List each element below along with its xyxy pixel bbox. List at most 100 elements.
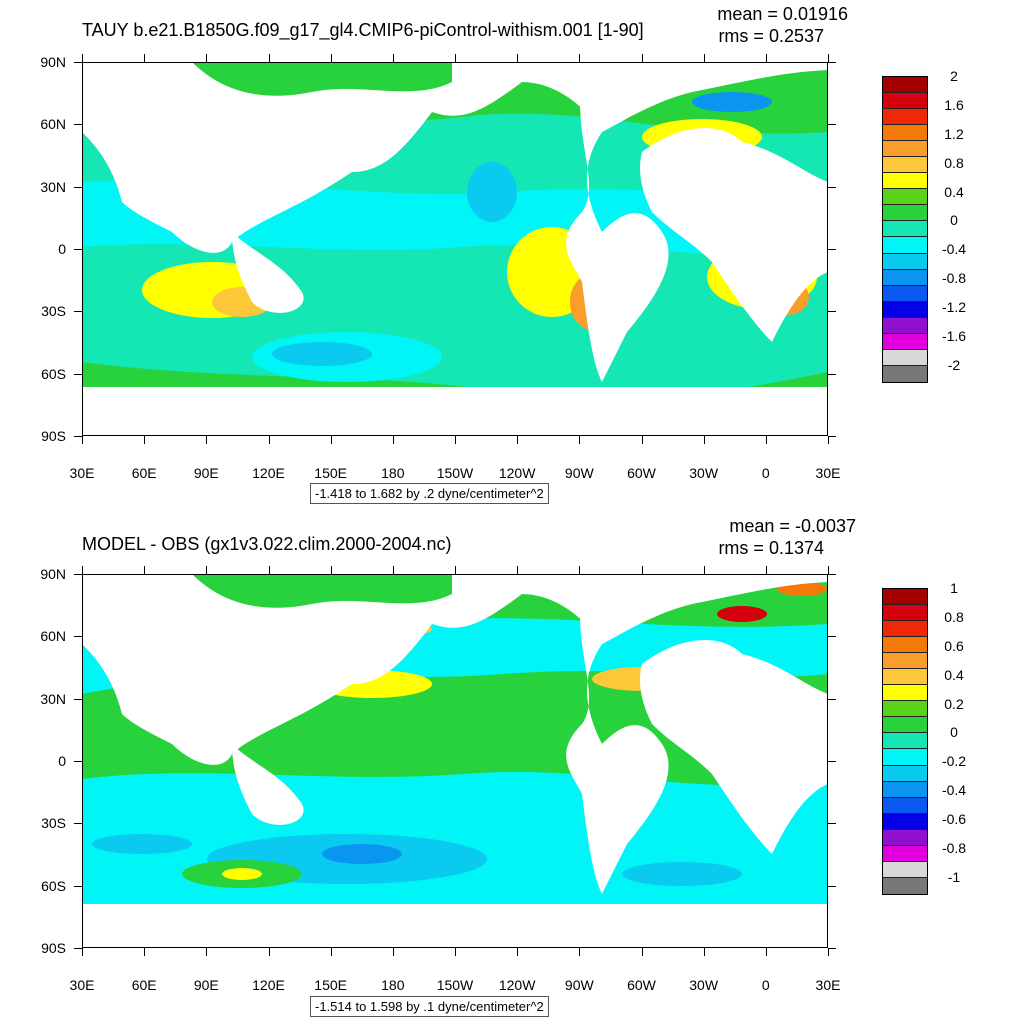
colorbar-swatch — [883, 285, 927, 302]
lon-tick — [144, 54, 146, 62]
colorbar-label: -1.2 — [941, 299, 967, 316]
lat-tick — [74, 574, 82, 575]
lon-tick — [641, 54, 643, 62]
lat-label: 90N — [40, 566, 66, 582]
colorbar-swatch — [883, 141, 927, 158]
lon-tick — [206, 54, 208, 62]
colorbar-swatch — [883, 189, 927, 206]
colorbar-swatch — [883, 605, 927, 622]
colorbar-swatch — [883, 637, 927, 654]
lat-tick — [828, 885, 836, 887]
lat-tick — [74, 436, 82, 437]
lon-tick — [703, 436, 705, 444]
lat-label: 0 — [58, 753, 66, 769]
lat-tick — [828, 311, 836, 313]
lon-label: 0 — [761, 977, 770, 993]
lat-tick — [74, 124, 82, 126]
colorbar-swatch — [883, 205, 927, 222]
lon-tick — [765, 436, 767, 444]
lat-tick — [828, 761, 836, 762]
lon-tick — [517, 436, 519, 444]
colorbar-swatch — [883, 77, 927, 94]
lon-label: 60W — [627, 977, 656, 993]
panel-2-map — [82, 574, 828, 948]
colorbar-label: -1.6 — [941, 328, 967, 344]
lon-tick — [455, 54, 456, 62]
lon-tick — [268, 436, 270, 444]
lat-tick — [828, 636, 836, 638]
lon-tick — [765, 54, 767, 62]
panel-1-colorbar — [882, 76, 928, 383]
colorbar-label: -0.2 — [941, 753, 967, 770]
lon-tick — [82, 948, 83, 956]
lat-tick — [74, 62, 82, 63]
lon-tick — [455, 566, 456, 574]
colorbar-swatch — [883, 589, 927, 606]
panel-2-title: MODEL - OBS (gx1v3.022.clim.2000-2004.nc… — [82, 534, 452, 554]
colorbar-swatch — [883, 93, 927, 110]
colorbar-label: 0 — [950, 212, 958, 229]
lon-label: 60E — [131, 977, 157, 993]
colorbar-label: 2 — [950, 68, 958, 84]
lat-label: 30S — [41, 303, 66, 320]
lon-tick — [579, 948, 581, 956]
map2-land — [82, 574, 828, 948]
colorbar-swatch — [883, 173, 927, 190]
lon-label: 90W — [564, 465, 594, 481]
lat-label: 60S — [41, 877, 66, 894]
lon-label: 120W — [498, 465, 536, 481]
colorbar-label: 0.6 — [944, 637, 964, 654]
lon-tick — [82, 566, 83, 574]
colorbar-swatch — [883, 861, 927, 878]
lat-tick — [828, 823, 836, 825]
lat-label: 90S — [41, 940, 66, 956]
lon-label: 30E — [69, 465, 95, 481]
lon-label: 150E — [314, 465, 347, 481]
colorbar-swatch — [883, 109, 927, 126]
panel-2-frame — [82, 574, 828, 948]
panel-1-mean: mean = 0.01916 — [717, 4, 848, 24]
lon-label: 90E — [193, 977, 219, 993]
colorbar-swatch — [883, 253, 927, 270]
panel-1-map — [82, 62, 828, 436]
colorbar-swatch — [883, 365, 927, 382]
colorbar-swatch — [883, 877, 927, 894]
panel-2-colorbar — [882, 588, 928, 895]
lat-label: 0 — [58, 241, 66, 257]
lat-tick — [828, 574, 836, 575]
colorbar-swatch — [883, 685, 927, 702]
lon-tick — [828, 948, 829, 956]
lon-label: 90E — [193, 465, 219, 481]
lon-tick — [392, 54, 394, 62]
lon-label: 150E — [314, 977, 347, 993]
lon-tick — [455, 436, 456, 444]
colorbar-swatch — [883, 301, 927, 318]
colorbar-label: 0.2 — [944, 695, 964, 712]
lon-tick — [144, 436, 146, 444]
colorbar-swatch — [883, 269, 927, 286]
lon-tick — [517, 948, 519, 956]
colorbar-swatch — [883, 125, 927, 142]
colorbar-swatch — [883, 669, 927, 686]
colorbar-swatch — [883, 797, 927, 814]
colorbar-label: 1.2 — [944, 125, 964, 142]
lat-label: 90N — [40, 54, 66, 70]
colorbar-label: 0.4 — [944, 666, 964, 683]
lon-tick — [579, 54, 581, 62]
colorbar-swatch — [883, 621, 927, 638]
lon-tick — [392, 566, 394, 574]
lon-tick — [392, 436, 394, 444]
lat-label: 60N — [40, 116, 66, 133]
lon-label: 30E — [815, 465, 841, 481]
lon-tick — [206, 948, 208, 956]
panel-1-frame — [82, 62, 828, 436]
colorbar-swatch — [883, 733, 927, 750]
colorbar-swatch — [883, 829, 927, 846]
lat-tick — [74, 761, 82, 762]
colorbar-label: 0 — [950, 724, 958, 741]
colorbar-label: 1 — [950, 580, 958, 596]
lon-tick — [144, 948, 146, 956]
lon-label: 60W — [627, 465, 656, 481]
colorbar-swatch — [883, 349, 927, 366]
lon-tick — [579, 436, 581, 444]
